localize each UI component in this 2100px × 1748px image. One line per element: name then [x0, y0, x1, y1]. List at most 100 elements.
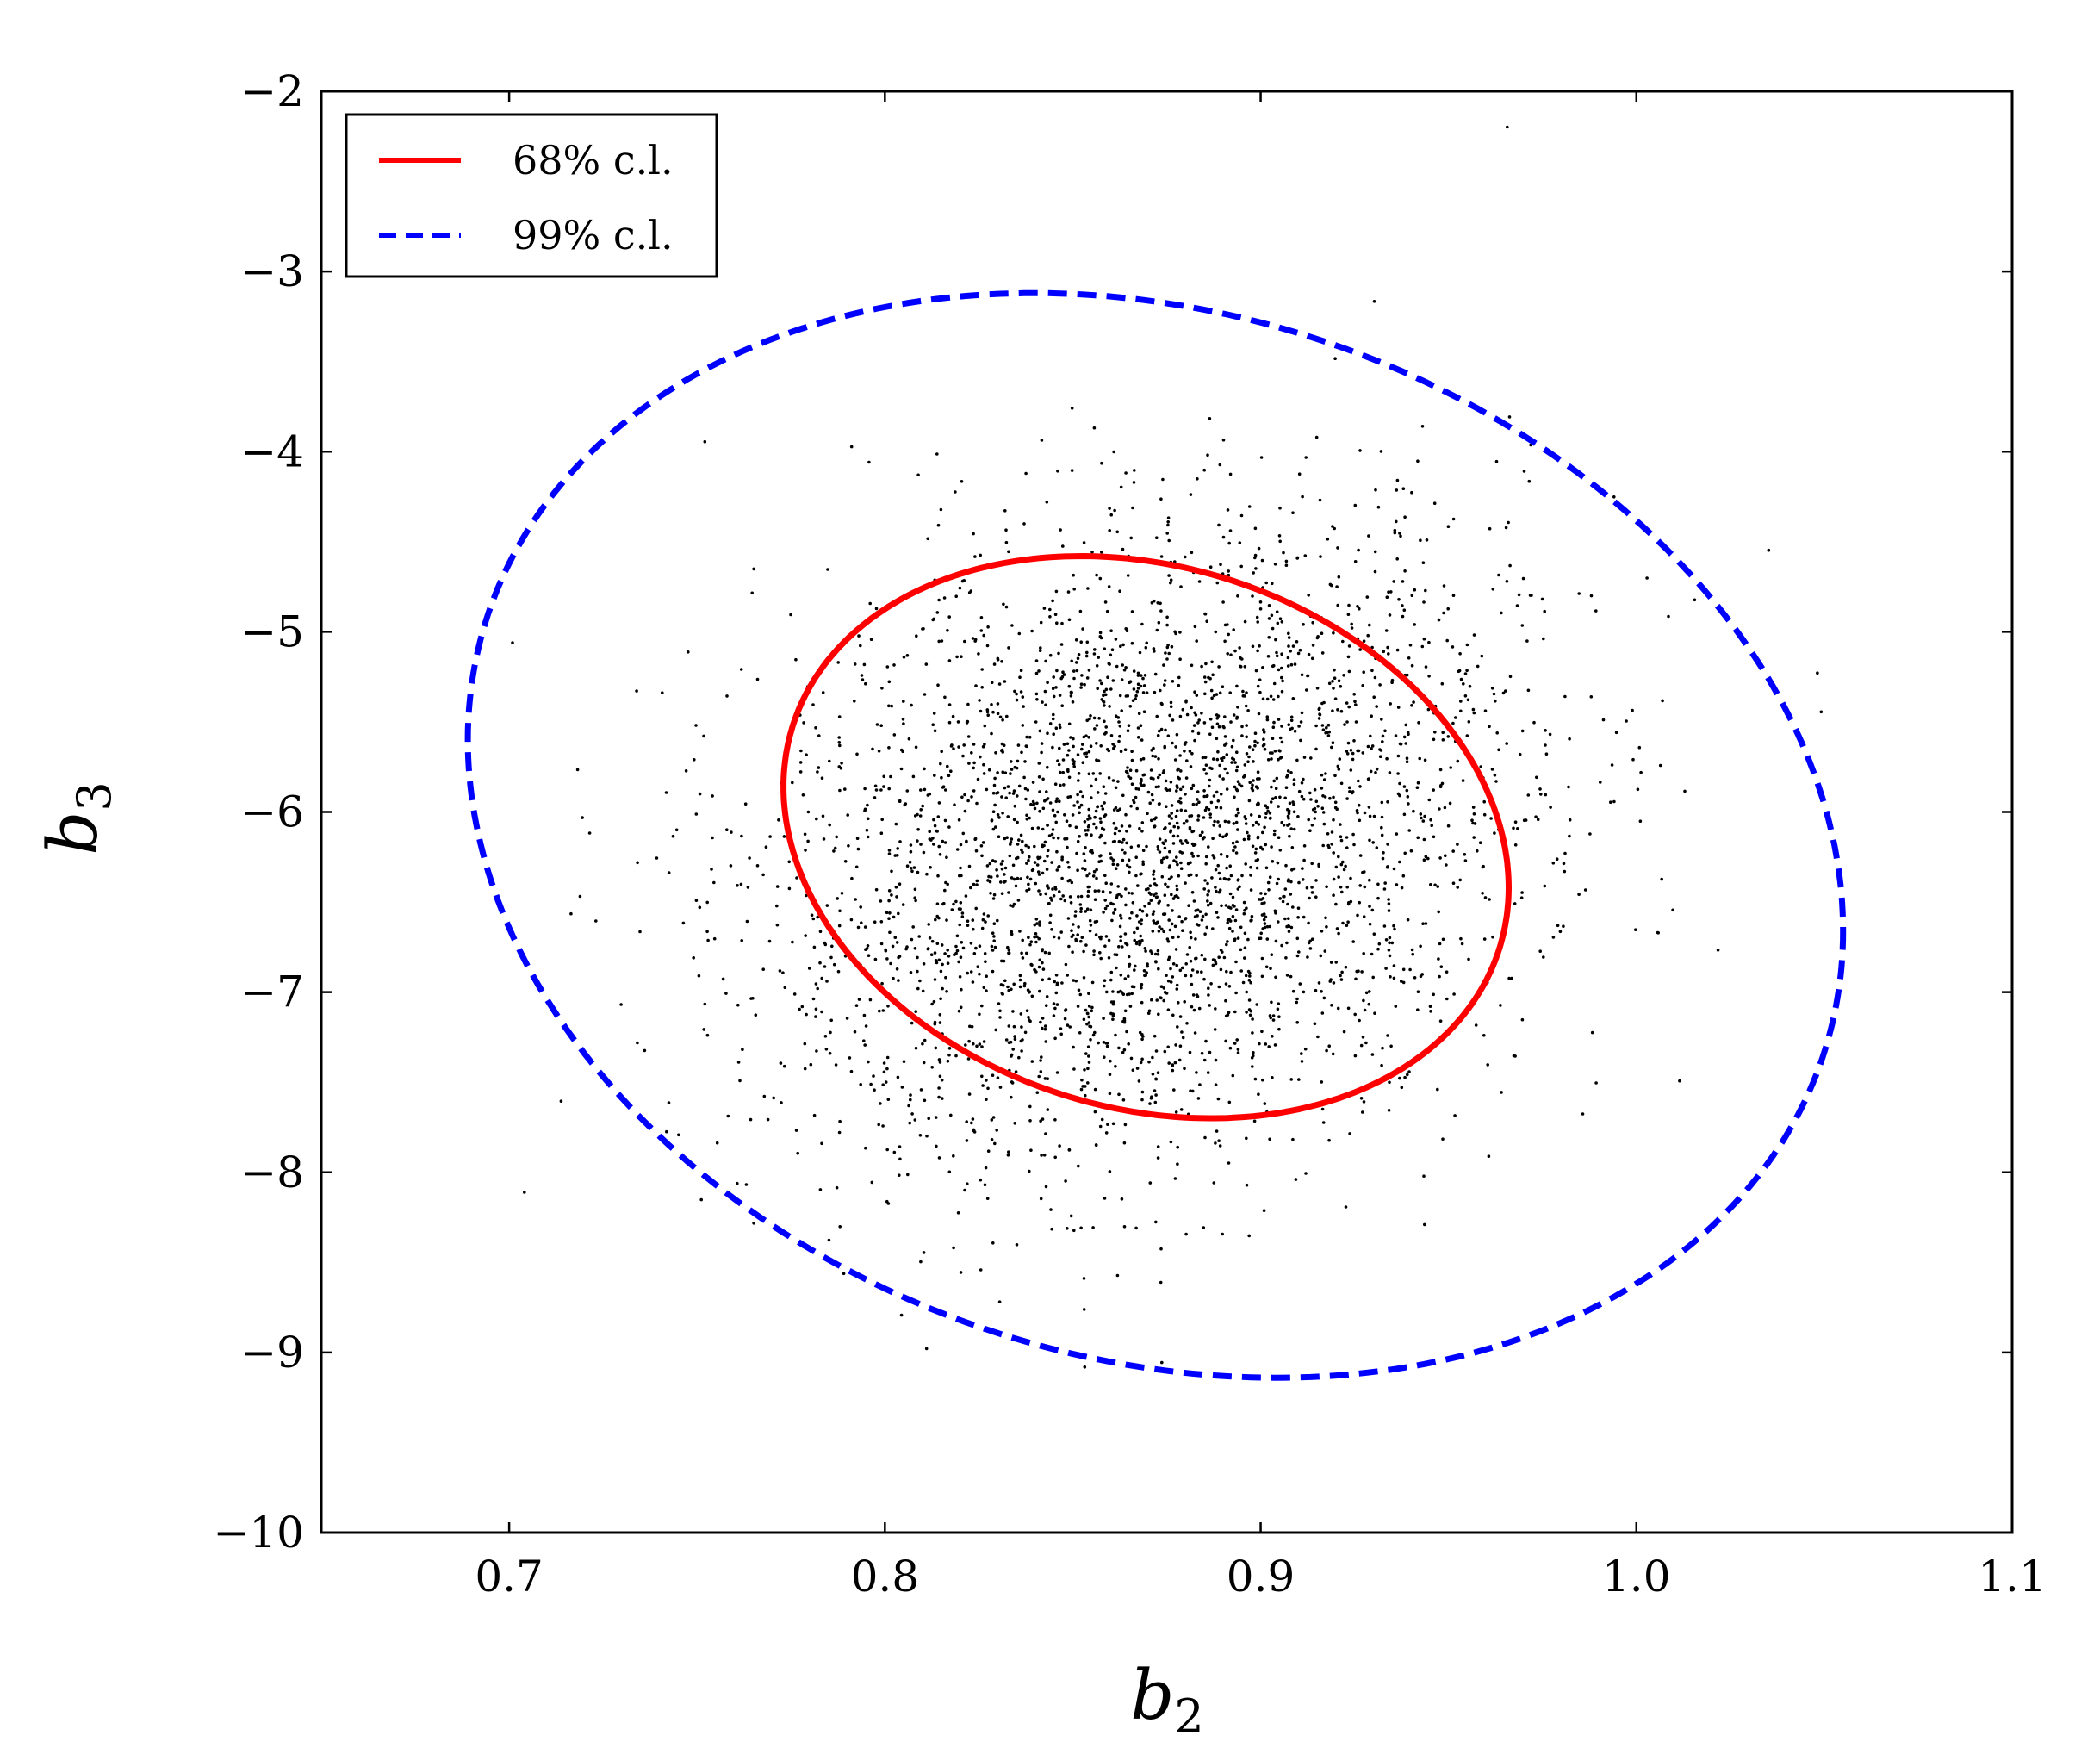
scatter-point	[1264, 915, 1268, 919]
scatter-point	[1067, 618, 1072, 622]
scatter-point	[959, 1271, 963, 1274]
scatter-point	[1228, 691, 1232, 694]
scatter-point	[1458, 652, 1462, 656]
scatter-point	[1456, 843, 1459, 846]
scatter-point	[1433, 883, 1437, 887]
scatter-point	[1291, 905, 1295, 909]
scatter-point	[1271, 663, 1276, 668]
scatter-point	[873, 920, 877, 924]
scatter-point	[894, 822, 898, 826]
scatter-point	[1212, 1181, 1216, 1185]
scatter-point	[887, 917, 891, 920]
scatter-point	[1000, 892, 1004, 895]
scatter-point	[1066, 1227, 1069, 1230]
scatter-point	[1339, 974, 1342, 978]
scatter-point	[991, 949, 995, 952]
scatter-point	[1178, 1044, 1183, 1048]
scatter-point	[1217, 985, 1221, 989]
scatter-point	[1221, 438, 1226, 442]
scatter-point	[1177, 915, 1181, 918]
scatter-point	[1316, 1035, 1320, 1039]
scatter-point	[1207, 889, 1210, 893]
scatter-point	[1381, 1046, 1384, 1050]
scatter-point	[1060, 855, 1064, 859]
scatter-point	[1225, 969, 1228, 974]
scatter-point	[1233, 785, 1237, 789]
scatter-point	[1046, 849, 1050, 853]
scatter-point	[1208, 784, 1211, 788]
y-axis-label-subscript: 3	[67, 781, 121, 811]
scatter-point	[1085, 907, 1090, 911]
scatter-point	[1388, 613, 1392, 617]
scatter-point	[1005, 836, 1009, 839]
scatter-point	[811, 703, 815, 706]
scatter-point	[755, 864, 760, 868]
scatter-point	[1041, 777, 1045, 781]
scatter-point	[963, 639, 966, 644]
scatter-point	[1084, 829, 1087, 832]
scatter-point	[940, 750, 943, 754]
scatter-point	[1400, 1086, 1404, 1090]
scatter-point	[1441, 731, 1445, 735]
scatter-point	[943, 788, 947, 792]
scatter-point	[1295, 936, 1300, 941]
scatter-point	[1233, 918, 1238, 923]
scatter-point	[1129, 804, 1133, 808]
scatter-point	[1066, 879, 1071, 883]
scatter-point	[1140, 779, 1143, 783]
scatter-point	[898, 799, 902, 803]
scatter-point	[860, 921, 863, 924]
scatter-point	[992, 893, 997, 897]
scatter-point	[1084, 868, 1087, 872]
scatter-point	[1028, 1119, 1032, 1123]
scatter-point	[949, 769, 953, 773]
scatter-point	[1175, 732, 1179, 737]
scatter-point	[1236, 780, 1240, 783]
scatter-point	[933, 1022, 937, 1026]
scatter-point	[1131, 506, 1134, 510]
scatter-point	[1380, 815, 1384, 819]
scatter-point	[1155, 998, 1159, 1002]
scatter-point	[1090, 1009, 1094, 1013]
scatter-point	[1382, 650, 1386, 654]
scatter-point	[927, 923, 930, 926]
scatter-point	[1049, 1208, 1053, 1211]
scatter-point	[1330, 1004, 1333, 1007]
scatter-point	[1354, 703, 1358, 706]
scatter-point	[1261, 743, 1265, 748]
scatter-point	[1254, 567, 1258, 570]
scatter-point	[882, 1061, 886, 1065]
scatter-point	[967, 1092, 972, 1096]
scatter-point	[1149, 893, 1153, 896]
scatter-point	[1347, 603, 1351, 607]
scatter-point	[1107, 662, 1111, 665]
scatter-point	[1072, 737, 1075, 741]
scatter-point	[1320, 631, 1324, 635]
scatter-point	[1563, 851, 1567, 855]
scatter-point	[1473, 822, 1477, 825]
scatter-point	[947, 615, 951, 619]
scatter-point	[1371, 841, 1375, 844]
scatter-point	[996, 656, 1000, 661]
scatter-point	[1078, 609, 1083, 613]
scatter-point	[828, 759, 831, 763]
scatter-point	[1058, 799, 1061, 803]
scatter-point	[913, 814, 917, 818]
scatter-point	[972, 952, 977, 955]
scatter-point	[1327, 681, 1332, 686]
scatter-point	[1069, 1214, 1073, 1218]
scatter-point	[1043, 1027, 1047, 1031]
scatter-point	[1346, 741, 1351, 745]
scatter-point	[667, 871, 671, 874]
scatter-point	[885, 1067, 889, 1071]
scatter-point	[1445, 970, 1449, 974]
scatter-point	[853, 662, 857, 666]
scatter-point	[1025, 735, 1028, 739]
scatter-point	[1153, 650, 1156, 653]
scatter-point	[1054, 799, 1059, 804]
scatter-point	[1084, 654, 1089, 658]
scatter-point	[1288, 801, 1292, 806]
scatter-point	[1184, 776, 1189, 780]
scatter-point	[1250, 918, 1253, 922]
scatter-point	[1111, 902, 1115, 906]
